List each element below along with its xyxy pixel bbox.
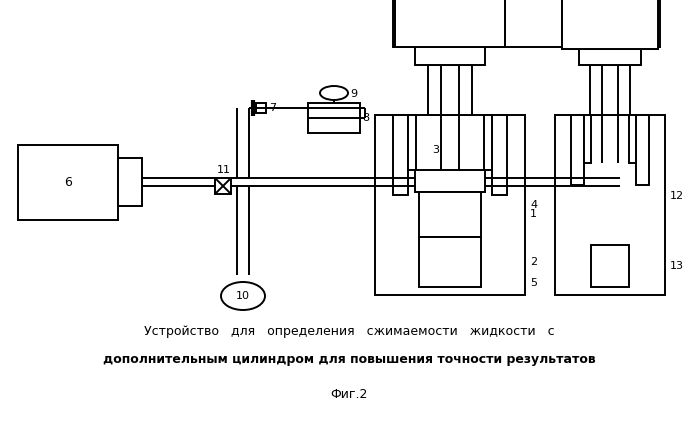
Text: 4: 4 xyxy=(530,200,537,210)
Text: 9: 9 xyxy=(350,89,357,99)
Text: Фиг.2: Фиг.2 xyxy=(331,388,368,401)
Ellipse shape xyxy=(221,282,265,310)
Text: 2: 2 xyxy=(530,257,537,267)
Bar xyxy=(395,0,505,47)
Text: 6: 6 xyxy=(64,175,72,189)
Text: Устройство   для   определения   сжимаемости   жидкости   с: Устройство для определения сжимаемости ж… xyxy=(144,325,554,338)
Bar xyxy=(118,158,142,206)
Bar xyxy=(590,65,630,115)
Bar xyxy=(215,178,231,194)
Bar xyxy=(555,115,665,295)
Bar xyxy=(415,170,485,192)
Bar xyxy=(562,0,658,49)
Text: 8: 8 xyxy=(362,113,369,123)
Bar xyxy=(308,103,360,133)
Text: 12: 12 xyxy=(670,191,684,201)
Bar xyxy=(492,115,507,195)
Text: 10: 10 xyxy=(236,291,250,301)
Bar xyxy=(419,192,481,237)
Bar xyxy=(408,115,416,170)
Bar xyxy=(584,115,591,163)
Bar xyxy=(629,115,636,163)
Bar xyxy=(484,115,492,170)
Bar xyxy=(393,115,408,195)
Bar xyxy=(636,115,649,185)
Bar xyxy=(393,0,660,47)
Bar xyxy=(415,47,485,65)
Text: 11: 11 xyxy=(217,165,231,175)
Bar xyxy=(579,49,641,65)
Bar xyxy=(256,103,266,113)
Bar xyxy=(419,237,481,287)
Bar xyxy=(395,0,505,47)
Text: 3: 3 xyxy=(432,145,439,155)
Bar xyxy=(591,245,629,287)
Bar xyxy=(562,0,658,49)
Bar xyxy=(18,145,118,220)
Bar xyxy=(375,115,525,295)
Bar xyxy=(571,115,584,185)
Ellipse shape xyxy=(320,86,348,100)
Text: 1: 1 xyxy=(530,209,537,219)
Text: дополнительным цилиндром для повышения точности результатов: дополнительным цилиндром для повышения т… xyxy=(103,353,596,366)
Text: 5: 5 xyxy=(530,278,537,288)
Text: 7: 7 xyxy=(269,103,276,113)
Text: 13: 13 xyxy=(670,261,684,271)
Bar xyxy=(428,65,472,115)
